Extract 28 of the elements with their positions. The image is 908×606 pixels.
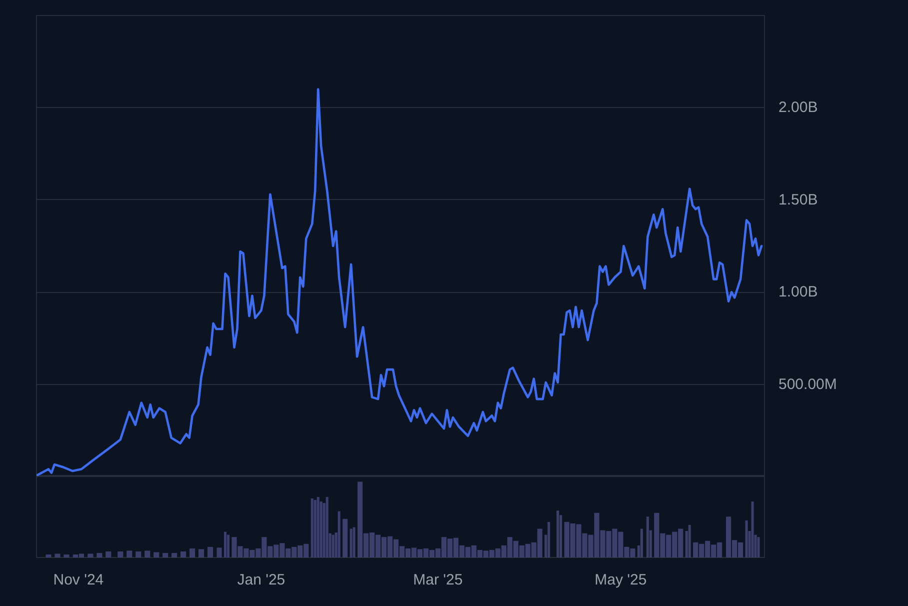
bar (172, 552, 178, 558)
bar (46, 554, 52, 558)
y-tick-label: 2.00B (778, 99, 818, 116)
bar (180, 551, 186, 558)
bar (144, 550, 150, 558)
bar (342, 518, 348, 558)
x-tick-label: Jan '25 (237, 572, 286, 588)
x-tick-label: Nov '24 (53, 572, 104, 588)
bar (54, 554, 60, 558)
bar (88, 554, 94, 558)
bar (106, 551, 112, 558)
bar (189, 548, 196, 558)
line-series (36, 88, 763, 476)
bar (154, 552, 160, 558)
y-tick-label: 1.50B (778, 191, 818, 208)
bar (136, 551, 142, 558)
x-tick-label: Mar '25 (413, 572, 463, 588)
y-tick-label: 500.00M (778, 376, 837, 393)
x-tick-label: May '25 (594, 572, 647, 588)
bar (162, 552, 168, 558)
bar (118, 551, 124, 558)
bar (207, 546, 214, 558)
bar (96, 552, 102, 558)
bar (126, 550, 132, 558)
bar (198, 549, 204, 558)
bar (64, 554, 70, 558)
y-tick-label: 1.00B (778, 284, 818, 301)
bar (216, 548, 222, 558)
